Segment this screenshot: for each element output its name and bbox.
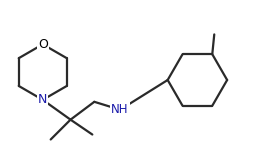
Text: O: O bbox=[38, 38, 48, 51]
Text: NH: NH bbox=[111, 103, 129, 116]
Text: N: N bbox=[38, 93, 48, 106]
